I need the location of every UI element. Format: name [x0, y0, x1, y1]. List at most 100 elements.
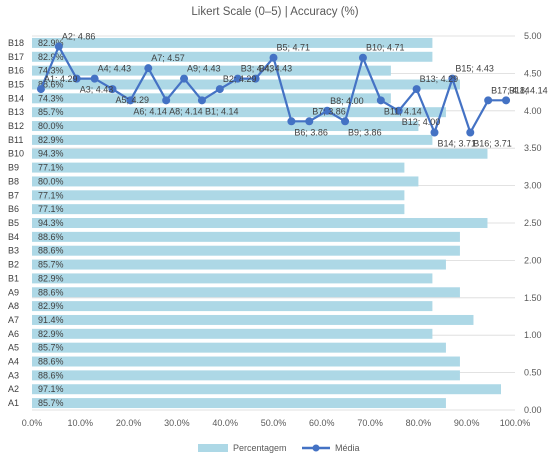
bar	[32, 301, 433, 312]
point-data-label: B4; 4.43	[259, 64, 293, 74]
bar	[32, 204, 405, 215]
bar	[32, 398, 446, 409]
media-point	[376, 96, 385, 105]
bar-data-label: 77.1%	[38, 204, 64, 214]
category-tick-label: B9	[8, 163, 19, 173]
media-point	[144, 64, 153, 73]
line-series-media	[36, 42, 511, 137]
x-tick-label: 30.0%	[164, 418, 190, 428]
bar-series-percentagem	[32, 37, 501, 409]
bar-data-label: 77.1%	[38, 163, 64, 173]
media-point	[36, 85, 45, 94]
bar-data-label: 82.9%	[38, 135, 64, 145]
bar-labels: 85.7% 97.1% 88.6% 88.6% 85.7% 82.9% 91.4% 82.9%…	[38, 38, 64, 408]
category-labels: A1 A2 A3 A4 A5 A6 A7 A8 A9 B1 B2 B3 B4 B5 B6 B7 B8 B9 B10 B…	[8, 38, 24, 408]
bar-data-label: 88.6%	[38, 287, 64, 297]
point-data-label: A4; 4.43	[98, 64, 132, 74]
point-labels: A1; 4.29 A2; 4.86 A3; 4.43 A4; 4.43 A5; 4.29…	[44, 31, 548, 148]
bar-data-label: 82.9%	[38, 301, 64, 311]
bar	[32, 190, 405, 201]
bar	[32, 107, 446, 118]
y2-tick-label: 0.00	[524, 405, 542, 415]
category-tick-label: A7	[8, 315, 19, 325]
x-tick-label: 60.0%	[309, 418, 335, 428]
category-tick-label: A5	[8, 343, 19, 353]
y2-tick-label: 4.00	[524, 106, 542, 116]
bar-data-label: 74.3%	[38, 93, 64, 103]
x-tick-label: 20.0%	[116, 418, 142, 428]
bar	[32, 162, 405, 173]
point-data-label: B14; 3.71	[438, 138, 477, 148]
y2-tick-label: 5.00	[524, 31, 542, 41]
media-point	[448, 74, 457, 83]
x-tick-label: 70.0%	[357, 418, 383, 428]
y2-tick-label: 1.50	[524, 293, 542, 303]
media-point	[305, 117, 314, 126]
point-data-label: A7; 4.57	[151, 53, 185, 63]
media-point	[197, 96, 206, 105]
bar-data-label: 91.4%	[38, 315, 64, 325]
media-point	[358, 53, 367, 62]
point-data-label: B16; 3.71	[473, 138, 512, 148]
bar-data-label: 82.9%	[38, 38, 64, 48]
category-tick-label: B4	[8, 232, 19, 242]
point-data-label: A2; 4.86	[62, 31, 96, 41]
bar	[32, 259, 446, 270]
legend-swatch-media-marker	[312, 444, 320, 452]
category-tick-label: A6	[8, 329, 19, 339]
legend: Percentagem Média	[198, 443, 360, 453]
bar	[32, 273, 433, 284]
bar-data-label: 82.9%	[38, 52, 64, 62]
bar	[32, 218, 488, 228]
bar-data-label: 88.6%	[38, 246, 64, 256]
media-point	[430, 128, 439, 137]
y2-tick-label: 3.00	[524, 181, 542, 191]
legend-label-percentagem: Percentagem	[233, 443, 287, 453]
media-point	[72, 74, 81, 83]
category-tick-label: A9	[8, 287, 19, 297]
category-tick-label: B13	[8, 107, 24, 117]
point-data-label: B15; 4.43	[455, 64, 494, 74]
media-point	[502, 96, 511, 105]
bar-data-label: 97.1%	[38, 384, 64, 394]
point-data-label: B13; 4.29	[420, 74, 459, 84]
point-data-label: A9; 4.43	[187, 64, 221, 74]
x-tick-label: 90.0%	[454, 418, 480, 428]
category-tick-label: B12	[8, 121, 24, 131]
point-data-label: B8; 4.00	[330, 96, 364, 106]
point-data-label: B9; 3.86	[348, 127, 382, 137]
bar-data-label: 88.6%	[38, 370, 64, 380]
bar	[32, 370, 460, 381]
category-tick-label: B6	[8, 204, 19, 214]
bar	[32, 356, 460, 367]
point-data-label: B6; 3.86	[294, 127, 328, 137]
x-tick-label: 50.0%	[261, 418, 287, 428]
bar-data-label: 74.3%	[38, 66, 64, 76]
category-tick-label: A3	[8, 370, 19, 380]
bar	[32, 287, 460, 298]
category-tick-label: B7	[8, 190, 19, 200]
point-data-label: A3; 4.43	[80, 85, 114, 95]
x-tick-label: 40.0%	[212, 418, 238, 428]
bar	[32, 328, 433, 339]
media-point	[269, 53, 278, 62]
media-point	[287, 117, 296, 126]
y2-tick-label: 3.50	[524, 143, 542, 153]
category-tick-label: B18	[8, 38, 24, 48]
bar-data-label: 85.7%	[38, 260, 64, 270]
bar	[32, 79, 460, 90]
bar	[32, 65, 391, 76]
bar	[32, 231, 460, 242]
bar	[32, 245, 460, 256]
legend-label-media: Média	[335, 443, 360, 453]
point-data-label: B10; 4.71	[366, 43, 405, 53]
media-point	[162, 96, 171, 105]
bar-data-label: 82.9%	[38, 329, 64, 339]
bar-data-label: 85.7%	[38, 343, 64, 353]
point-data-label: B17; 4.14	[491, 85, 530, 95]
category-tick-label: B10	[8, 149, 24, 159]
bar-data-label: 85.7%	[38, 398, 64, 408]
point-data-label: B5; 4.71	[277, 43, 311, 53]
